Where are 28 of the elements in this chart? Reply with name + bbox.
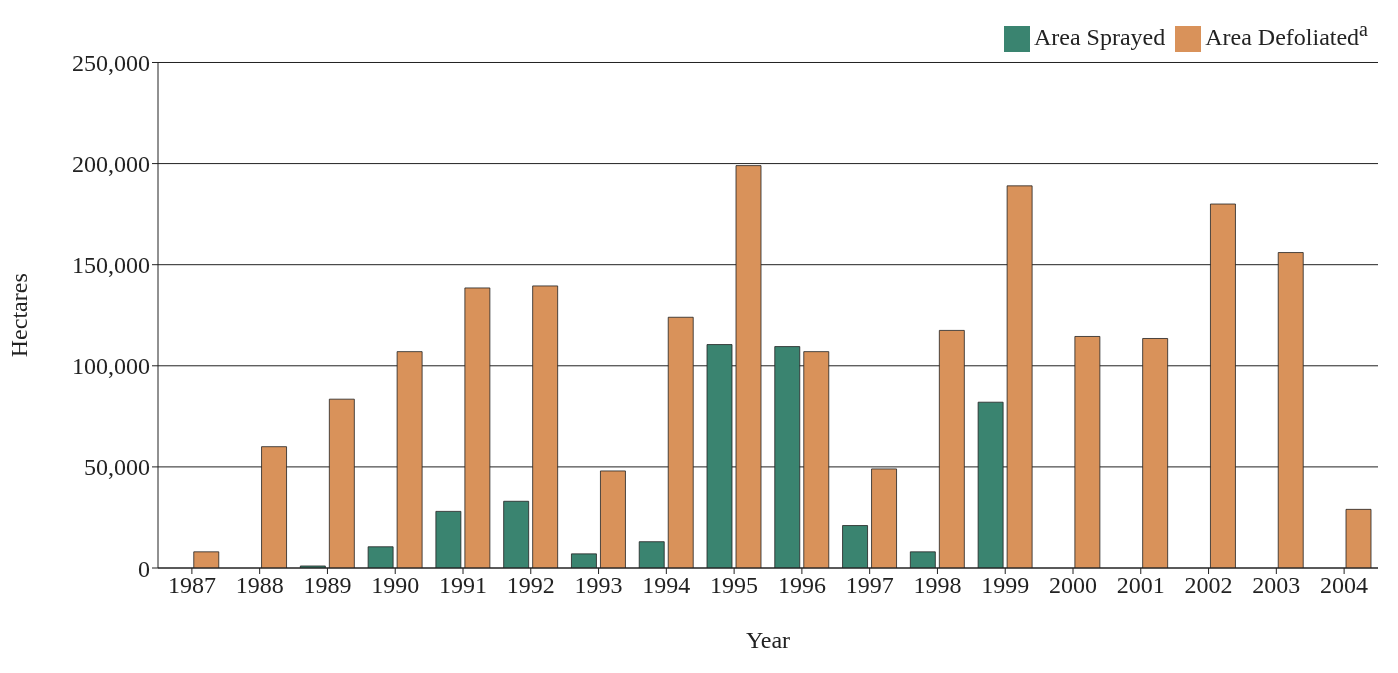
x-tick-label: 1991 [439, 572, 487, 599]
x-tick-label: 1998 [913, 572, 962, 599]
y-tick-label: 50,000 [84, 454, 150, 481]
x-axis-title: Year [745, 627, 791, 653]
x-tick-label: 1990 [371, 572, 420, 599]
x-tick-label: 1993 [574, 572, 623, 599]
x-tick-label: 2000 [1049, 572, 1097, 599]
y-tick-label: 250,000 [72, 50, 150, 76]
x-tick-label: 1996 [777, 572, 826, 599]
y-axis-title: Hectares [5, 273, 32, 358]
x-tick-label: 1997 [845, 572, 894, 599]
y-tick-label: 100,000 [72, 353, 150, 380]
y-tick-label: 150,000 [72, 252, 150, 279]
x-tick-label: 2003 [1252, 572, 1301, 599]
x-tick-label: 1995 [710, 572, 759, 599]
legend-label: Area Defoliated$^{a}$ [1205, 18, 1368, 50]
x-tick-label: 1999 [981, 572, 1030, 599]
x-tick-label: 2002 [1184, 572, 1233, 599]
x-tick-label: 1988 [235, 572, 284, 599]
x-tick-label: 1994 [642, 572, 691, 599]
x-tick-label: 2001 [1116, 572, 1165, 599]
legend-label: Area Sprayed [1033, 24, 1166, 50]
y-tick-label: 200,000 [72, 151, 150, 178]
y-tick-label: 0 [138, 555, 150, 582]
x-tick-label: 1987 [167, 572, 216, 599]
x-tick-label: 1992 [506, 572, 555, 599]
x-tick-label: 1989 [303, 572, 352, 599]
x-tick-label: 2004 [1320, 572, 1369, 599]
